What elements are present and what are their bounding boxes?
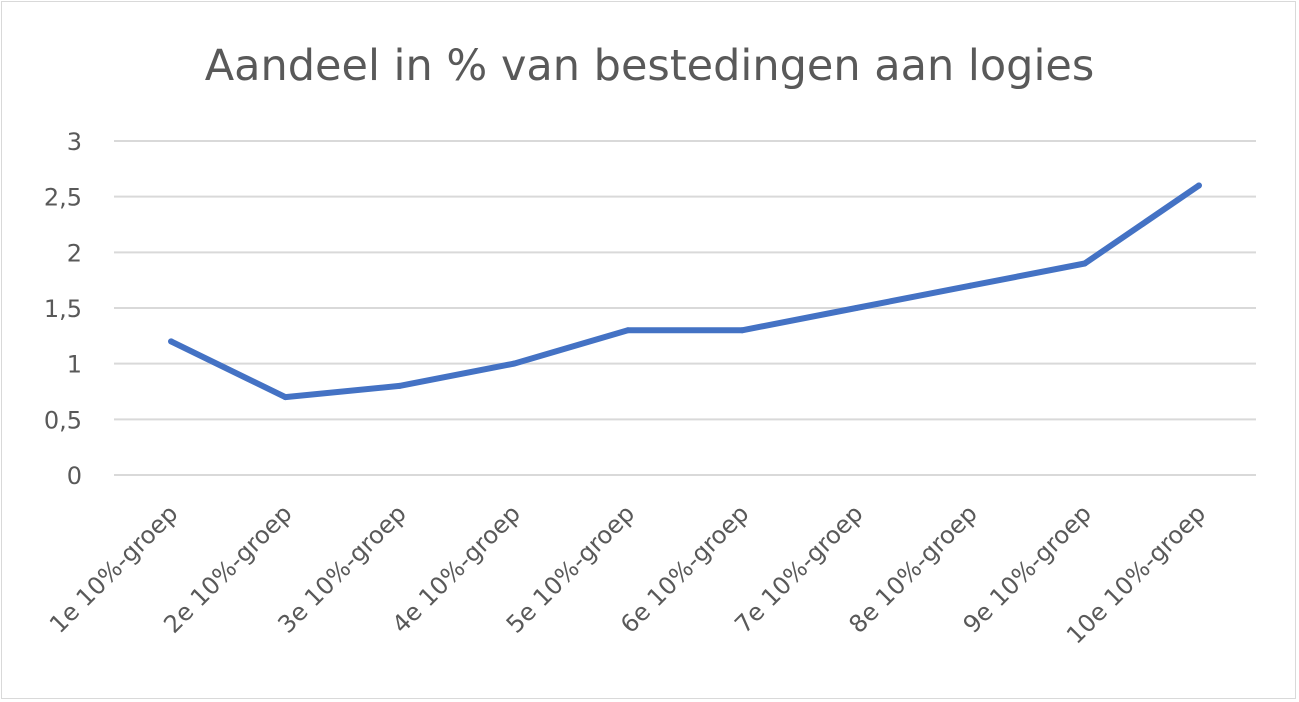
- data-point: [967, 282, 974, 289]
- y-tick-label: 0,5: [44, 406, 82, 434]
- data-point: [739, 327, 746, 334]
- y-tick-label: 3: [67, 128, 82, 156]
- data-point: [1081, 260, 1088, 267]
- chart-title: Aandeel in % van bestedingen aan logies: [204, 41, 1095, 91]
- data-point: [168, 338, 175, 345]
- data-point: [1195, 182, 1202, 189]
- y-tick-label: 2,5: [44, 184, 82, 212]
- series-layer: [168, 182, 1202, 401]
- y-tick-label: 2: [67, 239, 82, 267]
- data-point: [510, 360, 517, 367]
- y-tick-label: 1,5: [44, 295, 82, 323]
- data-point: [853, 305, 860, 311]
- y-axis-tick-labels: 0 0,5 1 1,5 2 2,5 3: [44, 128, 82, 490]
- y-tick-label: 1: [67, 351, 82, 379]
- series-line: [168, 182, 1202, 401]
- y-tick-label: 0: [67, 462, 82, 490]
- data-point: [282, 394, 289, 401]
- data-point: [396, 382, 403, 389]
- data-point: [624, 327, 631, 334]
- gridlines: [114, 140, 1256, 476]
